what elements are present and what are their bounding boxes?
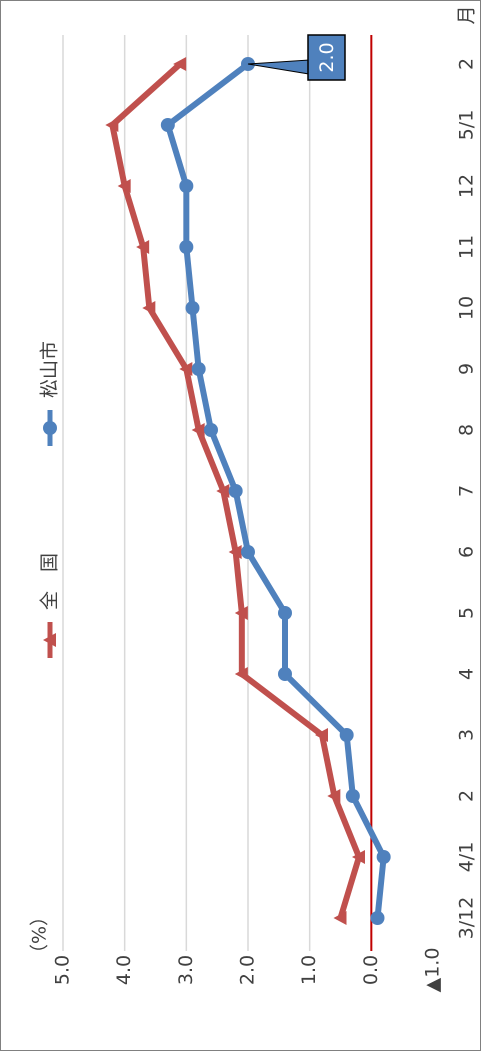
y-tick-label: 2.0	[237, 955, 259, 985]
marker	[185, 301, 200, 315]
callout-box	[307, 34, 346, 81]
marker	[117, 179, 131, 193]
marker	[142, 301, 156, 315]
x-tick-label: 4/1	[456, 842, 478, 873]
marker	[234, 606, 248, 620]
marker	[278, 606, 292, 620]
marker	[228, 484, 243, 498]
x-tick-label: 8	[456, 424, 478, 436]
x-tick-label: 11	[456, 235, 478, 259]
x-axis-unit: 月	[456, 5, 478, 24]
marker	[191, 423, 205, 437]
x-tick-label: 12	[456, 174, 478, 198]
marker	[191, 362, 206, 376]
marker	[216, 484, 230, 498]
x-tick-label: 3	[456, 729, 478, 741]
plot: （%） 月 ▲1.0 0.0 1.0 2.0 3.0 4.0 5.0 3/12 4/1 2 3 4 5 6…	[29, 5, 478, 992]
marker	[179, 179, 194, 193]
marker	[228, 545, 242, 559]
x-tick-label: 5/1	[456, 110, 478, 141]
marker	[376, 850, 391, 864]
marker	[179, 240, 194, 254]
marker	[43, 421, 57, 435]
marker	[327, 789, 341, 803]
y-tick-label: 1.0	[298, 955, 320, 985]
y-tick-label: 4.0	[113, 955, 135, 985]
legend-label: 松山市	[39, 341, 61, 398]
marker	[315, 728, 328, 742]
x-tick-label: 7	[456, 485, 478, 497]
x-tick-label: 2	[456, 58, 478, 70]
x-tick-label: 4	[456, 668, 478, 680]
y-axis-label: （%）	[29, 907, 51, 963]
x-tick-label: 3/12	[456, 897, 478, 940]
marker	[333, 911, 347, 925]
x-tick-label: 2	[456, 790, 478, 802]
y-tick-label: 5.0	[52, 955, 74, 985]
marker	[345, 789, 360, 803]
x-tick-label: 6	[456, 546, 478, 558]
marker	[339, 728, 354, 742]
marker	[352, 850, 365, 864]
marker	[160, 118, 175, 132]
marker	[136, 240, 150, 254]
legend-label: 全 国	[39, 553, 61, 610]
x-tick-label: 5	[456, 607, 478, 619]
y-tick-label: 3.0	[175, 955, 197, 985]
marker	[43, 633, 56, 647]
marker	[173, 57, 187, 71]
marker	[370, 911, 385, 925]
x-tick-label: 10	[456, 296, 478, 320]
marker	[241, 545, 255, 559]
marker	[278, 667, 292, 681]
marker	[204, 423, 218, 437]
x-tick-label: 9	[456, 363, 478, 375]
marker	[105, 118, 119, 132]
marker	[179, 362, 193, 376]
marker	[234, 667, 248, 681]
y-tick-label: 0.0	[360, 955, 382, 985]
y-tick-label: ▲1.0	[422, 948, 444, 993]
data-label: 2.0	[316, 42, 338, 72]
